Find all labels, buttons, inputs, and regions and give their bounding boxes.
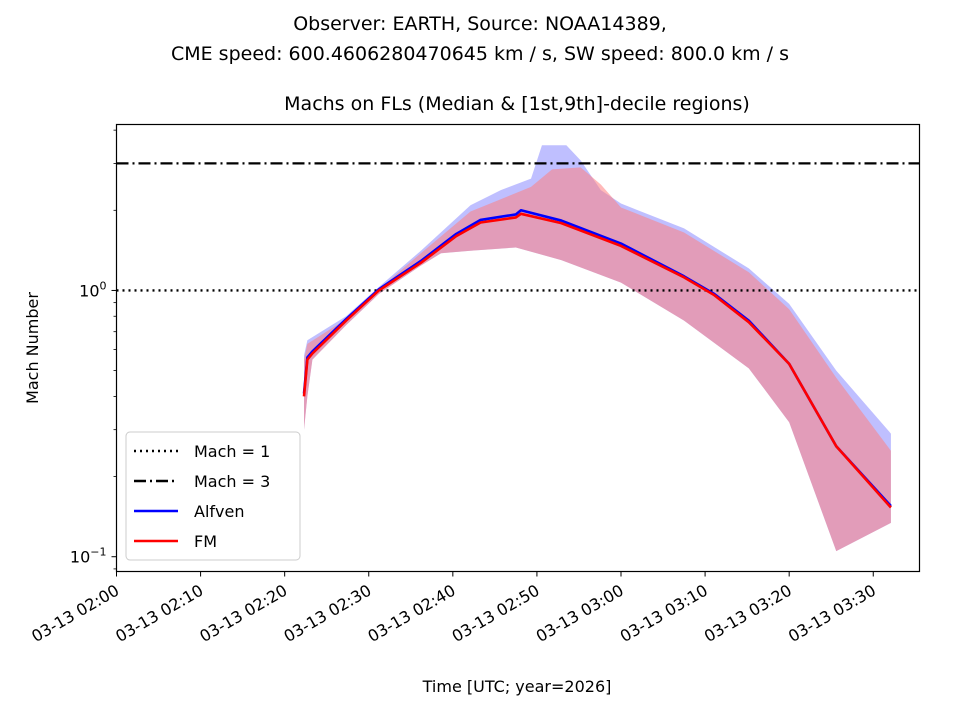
x-tick-label: 03-13 03:10	[617, 581, 711, 646]
band-fm	[304, 167, 891, 552]
x-tick-label: 03-13 02:20	[196, 581, 290, 646]
x-axis-label: Time [UTC; year=2026]	[422, 677, 612, 696]
legend-box	[125, 431, 301, 561]
x-tick-label: 03-13 03:20	[701, 581, 795, 646]
x-tick-label: 03-13 02:10	[112, 581, 206, 646]
axes-frame	[115, 123, 921, 573]
y-axis-label: Mach Number	[23, 292, 42, 404]
legend-label-1: Mach = 3	[194, 472, 270, 491]
y-axis: 100 10−1	[70, 129, 117, 570]
x-tick-label: 03-13 03:00	[533, 581, 627, 646]
legend-label-3: FM	[194, 532, 217, 551]
x-tick-label: 03-13 03:30	[785, 581, 879, 646]
legend: Mach = 1 Mach = 3 Alfven FM	[125, 431, 301, 561]
median-line-fm	[302, 212, 892, 509]
x-tick-label: 03-13 02:50	[449, 581, 543, 646]
suptitle-line-2: CME speed: 600.4606280470645 km / s, SW …	[171, 43, 789, 65]
plot-area	[116, 145, 920, 552]
y-tick-label: 100	[79, 279, 106, 300]
axes-title: Machs on FLs (Median & [1st,9th]-decile …	[284, 93, 750, 115]
legend-label-0: Mach = 1	[194, 442, 270, 461]
y-tick-label: 10−1	[70, 546, 107, 567]
suptitle-line-1: Observer: EARTH, Source: NOAA14389,	[293, 13, 667, 35]
x-tick-label: 03-13 02:30	[280, 581, 374, 646]
x-tick-label: 03-13 02:00	[28, 581, 122, 646]
legend-label-2: Alfven	[194, 502, 244, 521]
x-tick-label: 03-13 02:40	[365, 581, 459, 646]
